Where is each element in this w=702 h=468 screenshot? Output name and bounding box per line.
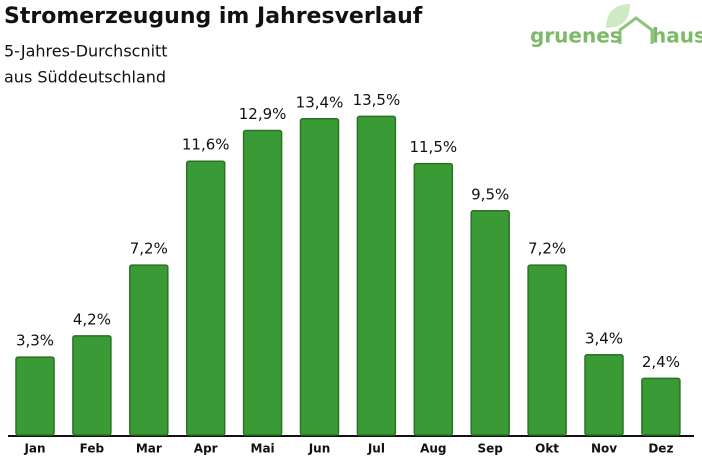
- x-tick-label: Sep: [478, 442, 504, 456]
- x-tick-label: Jun: [308, 442, 331, 456]
- value-label: 3,3%: [16, 332, 54, 350]
- x-tick-label: Apr: [194, 442, 218, 456]
- logo-text: haus: [652, 24, 702, 48]
- x-tick-label: Dez: [648, 442, 673, 456]
- value-label: 9,5%: [471, 185, 509, 203]
- x-tick-label: Feb: [80, 442, 105, 456]
- x-tick-label: Jul: [367, 442, 385, 456]
- x-tick-label: Aug: [420, 442, 446, 456]
- logo-leaf: [606, 4, 630, 28]
- value-label: 11,5%: [409, 138, 457, 156]
- bar: [72, 335, 112, 436]
- logo-house: [618, 16, 654, 44]
- x-tick-label: Mar: [136, 442, 162, 456]
- x-tick-label: Jan: [23, 442, 45, 456]
- bar: [356, 115, 397, 436]
- bar: [185, 160, 226, 436]
- value-label: 2,4%: [642, 353, 680, 371]
- bar: [641, 377, 681, 436]
- x-tick-label: Okt: [535, 442, 559, 456]
- value-label: 13,4%: [296, 93, 344, 111]
- subtitle-line: 5-Jahres-Durchscnitt: [4, 42, 168, 61]
- value-label: 7,2%: [130, 240, 168, 258]
- bar: [470, 210, 510, 436]
- bar: [15, 356, 55, 436]
- value-label: 3,4%: [585, 329, 623, 347]
- logo-text: gruenes: [530, 24, 622, 48]
- bar: [242, 129, 283, 436]
- bar: [299, 118, 340, 436]
- value-label: 7,2%: [528, 240, 566, 258]
- value-label: 12,9%: [239, 105, 287, 123]
- logo: gruenes haus: [530, 4, 702, 48]
- bar: [527, 264, 567, 436]
- value-label: 13,5%: [353, 91, 401, 109]
- value-label: 4,2%: [73, 310, 111, 328]
- bar: [413, 162, 454, 436]
- subtitle-line: aus Süddeutschland: [4, 68, 166, 87]
- x-tick-label: Mai: [251, 442, 275, 456]
- chart-title: Stromerzeugung im Jahresverlauf: [4, 4, 423, 29]
- x-tick-label: Nov: [591, 442, 617, 456]
- value-label: 11,6%: [182, 136, 230, 154]
- bar: [584, 354, 624, 436]
- bar: [129, 264, 169, 436]
